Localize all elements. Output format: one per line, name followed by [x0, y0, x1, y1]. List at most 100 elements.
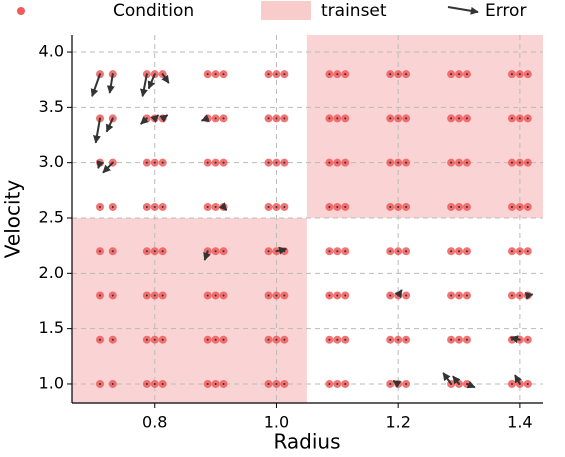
condition-center: [153, 205, 156, 208]
error-arrow: [200, 114, 210, 122]
condition-center: [526, 382, 529, 385]
error-arrow: [509, 335, 521, 344]
condition-center: [450, 205, 453, 208]
condition-center: [111, 382, 114, 385]
condition-center: [267, 294, 270, 297]
error-arrow: [394, 289, 403, 299]
condition-center: [526, 117, 529, 120]
error-arrow: [105, 118, 114, 133]
error-arrow: [452, 375, 461, 385]
error-arrow: [524, 292, 534, 300]
condition-center: [526, 338, 529, 341]
condition-center: [267, 338, 270, 341]
x-axis-label: Radius: [273, 430, 340, 454]
condition-center: [405, 205, 408, 208]
condition-center: [389, 161, 392, 164]
error-arrow: [90, 73, 101, 98]
condition-center: [222, 73, 225, 76]
condition-center: [510, 117, 513, 120]
error-arrow: [159, 114, 169, 123]
condition-center: [283, 294, 286, 297]
condition-center: [389, 382, 392, 385]
condition-center: [336, 117, 339, 120]
condition-center: [283, 117, 286, 120]
condition-center: [397, 161, 400, 164]
condition-center: [389, 117, 392, 120]
condition-center: [214, 73, 217, 76]
condition-center: [145, 382, 148, 385]
condition-center: [510, 250, 513, 253]
condition-center: [111, 205, 114, 208]
condition-center: [405, 161, 408, 164]
condition-center: [111, 294, 114, 297]
condition-center: [161, 161, 164, 164]
condition-center: [344, 250, 347, 253]
y-tick-label: 3.5: [39, 97, 64, 116]
legend-label: Condition: [113, 1, 194, 21]
condition-center: [389, 338, 392, 341]
condition-center: [510, 294, 513, 297]
condition-center: [98, 382, 101, 385]
error-arrow: [203, 250, 211, 261]
condition-center: [465, 117, 468, 120]
condition-center: [267, 73, 270, 76]
condition-center: [98, 338, 101, 341]
error-arrow: [147, 73, 156, 90]
condition-center: [518, 73, 521, 76]
condition-center: [510, 73, 513, 76]
condition-center: [161, 205, 164, 208]
condition-center: [344, 73, 347, 76]
condition-center: [267, 250, 270, 253]
error-arrow: [514, 374, 522, 385]
condition-center: [405, 382, 408, 385]
condition-center: [458, 117, 461, 120]
condition-center: [206, 382, 209, 385]
condition-center: [518, 294, 521, 297]
condition-center: [344, 205, 347, 208]
condition-center: [458, 338, 461, 341]
error-arrow: [218, 202, 228, 211]
condition-center: [526, 205, 529, 208]
condition-center: [98, 250, 101, 253]
condition-center: [98, 205, 101, 208]
error-arrow: [150, 114, 160, 123]
condition-center: [336, 294, 339, 297]
condition-center: [336, 338, 339, 341]
condition-center: [153, 382, 156, 385]
condition-center: [510, 382, 513, 385]
y-tick-label: 2.0: [39, 263, 64, 282]
condition-center: [397, 205, 400, 208]
condition-center: [145, 205, 148, 208]
condition-center: [450, 250, 453, 253]
legend-error-swatch: [447, 6, 479, 15]
condition-center: [450, 338, 453, 341]
condition-center: [328, 205, 331, 208]
condition-center: [510, 161, 513, 164]
condition-center: [526, 161, 529, 164]
condition-center: [153, 250, 156, 253]
condition-center: [283, 73, 286, 76]
condition-center: [145, 161, 148, 164]
y-tick-label: 2.5: [39, 208, 64, 227]
condition-center: [214, 117, 217, 120]
condition-center: [267, 161, 270, 164]
error-arrow: [442, 372, 452, 385]
condition-center: [389, 294, 392, 297]
condition-center: [161, 250, 164, 253]
condition-center: [344, 161, 347, 164]
condition-center: [222, 117, 225, 120]
condition-center: [450, 73, 453, 76]
condition-center: [405, 73, 408, 76]
condition-center: [214, 205, 217, 208]
condition-center: [267, 382, 270, 385]
error-arrow: [392, 379, 402, 389]
legend-label: trainset: [321, 1, 387, 21]
error-arrow: [102, 161, 114, 174]
condition-center: [206, 338, 209, 341]
condition-center: [222, 294, 225, 297]
x-tick-label: 0.8: [142, 413, 167, 432]
x-tick-label: 1.4: [507, 413, 532, 432]
error-arrow: [106, 74, 115, 94]
y-axis-label: Velocity: [1, 180, 25, 259]
